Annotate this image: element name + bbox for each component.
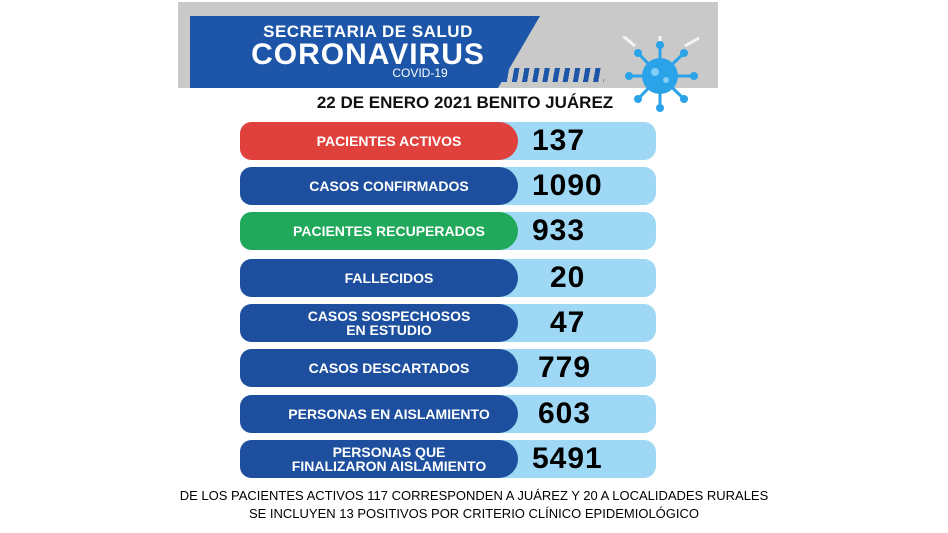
stat-value: 5491 xyxy=(532,442,603,475)
stat-row-active: PACIENTES ACTIVOS 137 xyxy=(240,122,656,160)
stat-label: PACIENTES ACTIVOS xyxy=(240,122,518,160)
stat-label: PACIENTES RECUPERADOS xyxy=(240,212,518,250)
header-title: CORONAVIRUS xyxy=(251,38,485,71)
stat-label: CASOS DESCARTADOS xyxy=(240,349,518,387)
stat-value: 933 xyxy=(532,214,586,247)
stat-row-suspected: CASOS SOSPECHOSOS EN ESTUDIO 47 xyxy=(240,304,656,342)
stat-label: CASOS SOSPECHOSOS EN ESTUDIO xyxy=(240,304,518,342)
footer-note-2: SE INCLUYEN 13 POSITIVOS POR CRITERIO CL… xyxy=(248,506,700,521)
stat-label: PERSONAS EN AISLAMIENTO xyxy=(240,395,518,433)
decorative-stripes xyxy=(494,68,604,82)
stat-label: FALLECIDOS xyxy=(240,259,518,297)
stat-label-line1: PERSONAS QUE xyxy=(332,444,446,460)
stat-row-confirmed: CASOS CONFIRMADOS 1090 xyxy=(240,167,656,205)
stat-value: 20 xyxy=(550,261,586,294)
stat-value: 779 xyxy=(538,351,592,384)
stat-label-line2: FINALIZARON AISLAMIENTO xyxy=(291,458,487,474)
stat-label: PERSONAS QUE FINALIZARON AISLAMIENTO xyxy=(240,440,518,478)
date-location: 22 DE ENERO 2021 BENITO JUÁREZ xyxy=(316,93,614,112)
stat-row-deceased: FALLECIDOS 20 xyxy=(240,259,656,297)
header-line1: SECRETARIA DE SALUD xyxy=(263,22,473,41)
stat-row-recovered: PACIENTES RECUPERADOS 933 xyxy=(240,212,656,250)
stat-row-discarded: CASOS DESCARTADOS 779 xyxy=(240,349,656,387)
header-subtitle: COVID-19 xyxy=(392,66,448,80)
footer-note-1: DE LOS PACIENTES ACTIVOS 117 CORRESPONDE… xyxy=(179,488,769,503)
stat-label-line2: EN ESTUDIO xyxy=(346,322,432,338)
virus-icon xyxy=(622,36,700,112)
stat-row-finished-isolation: PERSONAS QUE FINALIZARON AISLAMIENTO 549… xyxy=(240,440,656,478)
stat-label-line1: CASOS SOSPECHOSOS xyxy=(307,308,471,324)
header-banner xyxy=(190,16,540,88)
stat-value: 137 xyxy=(532,124,586,157)
stat-label: CASOS CONFIRMADOS xyxy=(240,167,518,205)
stat-row-isolation: PERSONAS EN AISLAMIENTO 603 xyxy=(240,395,656,433)
stat-value: 47 xyxy=(550,306,586,339)
stat-value: 1090 xyxy=(532,169,603,202)
stat-value: 603 xyxy=(538,397,592,430)
